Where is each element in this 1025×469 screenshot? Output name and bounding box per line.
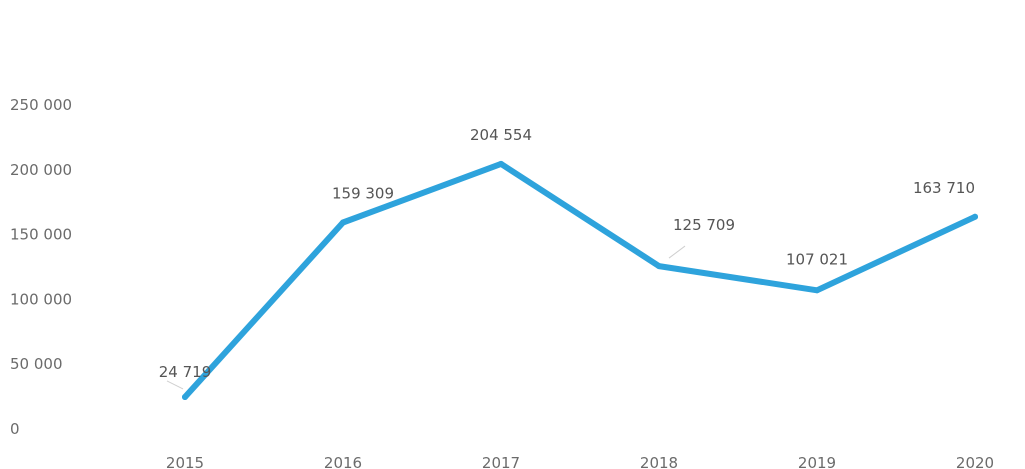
series-layer [182, 160, 978, 400]
y-tick-label: 0 [10, 420, 20, 438]
y-tick-label: 250 000 [10, 96, 72, 114]
x-tick-label: 2017 [482, 454, 520, 469]
x-tick-label: 2018 [640, 454, 678, 469]
y-tick-label: 150 000 [10, 226, 72, 244]
data-point [182, 394, 188, 400]
x-tick-label: 2015 [166, 454, 204, 469]
data-label: 163 710 [913, 179, 975, 197]
data-point [972, 213, 978, 220]
data-point [814, 287, 820, 294]
series-line [182, 160, 978, 400]
x-tick-label: 2020 [956, 454, 994, 469]
data-label: 24 719 [159, 363, 212, 381]
x-axis: 2015 2016 2017 2018 2019 2020 [166, 454, 994, 469]
data-label-leader [166, 380, 184, 390]
y-tick-label: 100 000 [10, 290, 72, 308]
data-label-leader [668, 245, 686, 259]
data-point [340, 219, 346, 226]
data-label: 107 021 [786, 250, 848, 268]
data-label: 204 554 [470, 126, 532, 144]
data-point [498, 160, 504, 167]
data-point [656, 263, 662, 270]
y-axis: 0 50 000 100 000 150 000 200 000 250 000 [10, 96, 72, 438]
data-labels: 24 719 159 309 204 554 125 709 107 021 163 71… [159, 126, 975, 390]
y-tick-label: 50 000 [10, 355, 63, 373]
y-tick-label: 200 000 [10, 161, 72, 179]
x-tick-label: 2016 [324, 454, 362, 469]
data-label: 125 709 [673, 216, 735, 234]
data-label: 159 309 [332, 185, 394, 203]
x-tick-label: 2019 [798, 454, 836, 469]
